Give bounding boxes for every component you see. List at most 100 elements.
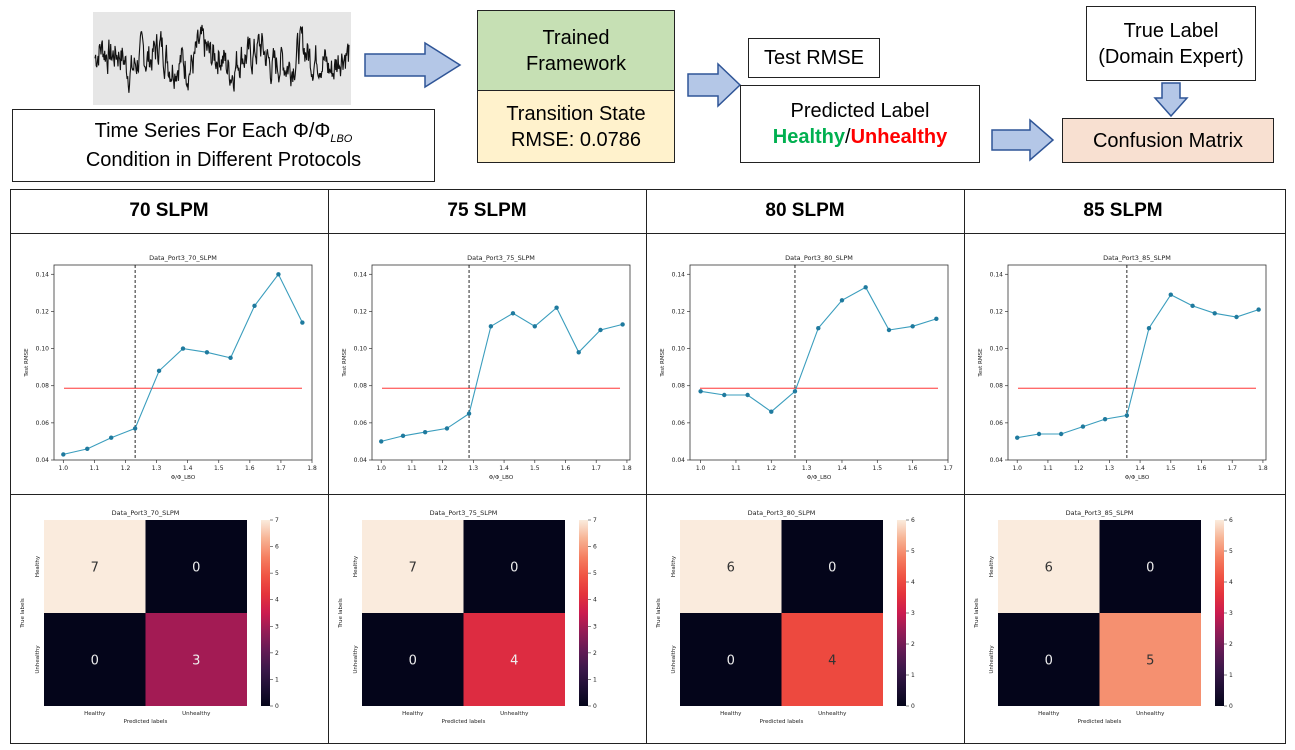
- x-tick-label: 1.2: [767, 465, 777, 472]
- data-point: [792, 389, 798, 394]
- y-tick-label: 0.12: [990, 308, 1004, 315]
- data-point: [1080, 424, 1086, 429]
- x-axis-label: Predicted labels: [760, 719, 804, 725]
- plot-frame: [1007, 264, 1267, 461]
- y-tick-label: 0.06: [354, 420, 368, 427]
- data-point: [61, 452, 66, 457]
- x-tick-label: 1.4: [1135, 465, 1145, 472]
- heatmap-value: 4: [510, 654, 518, 669]
- grid-row-divider-1: [10, 233, 1286, 235]
- data-point: [1058, 431, 1064, 437]
- trained-line1: Trained: [542, 26, 610, 49]
- grid-divider-2: [646, 189, 648, 744]
- grid-divider-1: [328, 189, 330, 744]
- y-tick-label: 0.14: [36, 271, 50, 278]
- x-tick-label: 1.3: [802, 465, 812, 472]
- colorbar-tick-label: 4: [1229, 579, 1233, 586]
- colorbar-tick-label: 5: [911, 548, 915, 555]
- trained-framework-box: Trained Framework: [477, 10, 675, 90]
- data-point: [554, 305, 559, 310]
- heatmap-cell: [145, 520, 247, 613]
- data-point: [576, 350, 581, 355]
- true-label-line2: (Domain Expert): [1098, 45, 1244, 68]
- y-tick-label: 0.08: [36, 383, 50, 390]
- heatmap-cell: [362, 520, 464, 613]
- heatmap-value: 0: [1146, 561, 1154, 576]
- colorbar-tick-label: 0: [911, 703, 915, 710]
- phi-ratio-symbol: Φ/ΦLBO: [292, 120, 353, 146]
- heatmap-cell: [362, 613, 464, 706]
- predicted-label-values: Healthy/Unhealthy: [773, 124, 948, 150]
- colorbar-tick-label: 0: [275, 703, 279, 710]
- colorbar-tick-label: 2: [1229, 641, 1233, 648]
- x-tick-label: 1.1: [731, 465, 741, 472]
- y-tick-label: 0.12: [672, 308, 686, 315]
- x-tick-label: 1.8: [622, 465, 632, 472]
- test-rmse-box: Test RMSE: [748, 38, 880, 78]
- chart-title: Data_Port3_85_SLPM: [1103, 254, 1171, 262]
- x-tick-label: 1.2: [438, 465, 448, 472]
- colorbar-tick-label: 1: [911, 672, 915, 679]
- heatmap-value: 0: [91, 654, 99, 669]
- data-point: [620, 322, 625, 327]
- x-tick-label: 1.5: [873, 465, 883, 472]
- x-tick-label: 1.6: [561, 465, 571, 472]
- heatmap-title: Data_Port3_85_SLPM: [1066, 509, 1134, 517]
- data-point: [108, 435, 114, 440]
- true-label-box: True Label (Domain Expert): [1086, 6, 1256, 81]
- y-axis-label: True labels: [974, 598, 980, 629]
- colorbar: [1215, 520, 1224, 706]
- data-point: [934, 316, 939, 322]
- data-point: [1234, 314, 1239, 320]
- data-point: [510, 311, 516, 316]
- x-tick-label: 1.7: [276, 465, 286, 472]
- y-tick-label: 0.10: [990, 346, 1004, 353]
- chart-title: Data_Port3_80_SLPM: [785, 254, 853, 262]
- x-tick-label: 1.5: [530, 465, 540, 472]
- heatmap-cell: [680, 520, 782, 613]
- x-tick-label: 1.6: [245, 465, 255, 472]
- x-tick-label: 1.6: [908, 465, 918, 472]
- y-class-label: Healthy: [35, 555, 41, 577]
- data-point: [532, 324, 537, 329]
- data-point: [1190, 303, 1195, 309]
- colorbar-tick-label: 1: [275, 676, 279, 683]
- y-axis-label: Test RMSE: [660, 348, 666, 378]
- colorbar-tick-label: 5: [1229, 548, 1233, 555]
- x-class-label: Unhealthy: [182, 711, 211, 717]
- data-point: [698, 389, 703, 394]
- x-tick-label: 1.3: [152, 465, 162, 472]
- x-axis-label: Φ/Φ_LBO: [171, 475, 196, 481]
- data-point: [132, 426, 138, 431]
- colorbar: [261, 520, 270, 706]
- colorbar-tick-label: 6: [911, 517, 915, 524]
- x-tick-label: 1.7: [1227, 465, 1237, 472]
- data-point: [180, 346, 186, 351]
- data-point: [1146, 325, 1152, 331]
- y-tick-label: 0.04: [672, 457, 686, 464]
- y-tick-label: 0.06: [36, 420, 50, 427]
- heatmap-cell: [1099, 520, 1201, 613]
- arrow-to-framework: [364, 41, 462, 89]
- data-point: [769, 409, 774, 414]
- heatmap-cell: [463, 613, 565, 706]
- column-header-75: 75 SLPM: [447, 200, 527, 221]
- x-tick-label: 1.8: [307, 465, 317, 472]
- x-tick-label: 1.2: [121, 465, 131, 472]
- x-tick-label: 1.0: [696, 465, 706, 472]
- column-header-70: 70 SLPM: [129, 200, 209, 221]
- heatmap-cell: [1099, 613, 1201, 706]
- x-axis-label: Predicted labels: [1078, 719, 1122, 725]
- trained-line2: Framework: [525, 52, 626, 75]
- rmse-line-chart-85: Data_Port3_85_SLPM 0.04 0.06 0.08 0.10 0.12 0.…: [978, 254, 1268, 481]
- x-class-label: Healthy: [402, 711, 424, 717]
- colorbar: [579, 520, 588, 706]
- heatmap-title: Data_Port3_75_SLPM: [430, 509, 498, 517]
- data-point: [1212, 311, 1217, 316]
- heatmap-value: 7: [91, 561, 99, 576]
- x-tick-label: 1.7: [591, 465, 601, 472]
- y-tick-label: 0.10: [354, 346, 368, 353]
- time-series-waveform: [93, 12, 351, 105]
- colorbar-tick-label: 6: [1229, 517, 1233, 524]
- colorbar-tick-label: 5: [275, 570, 279, 577]
